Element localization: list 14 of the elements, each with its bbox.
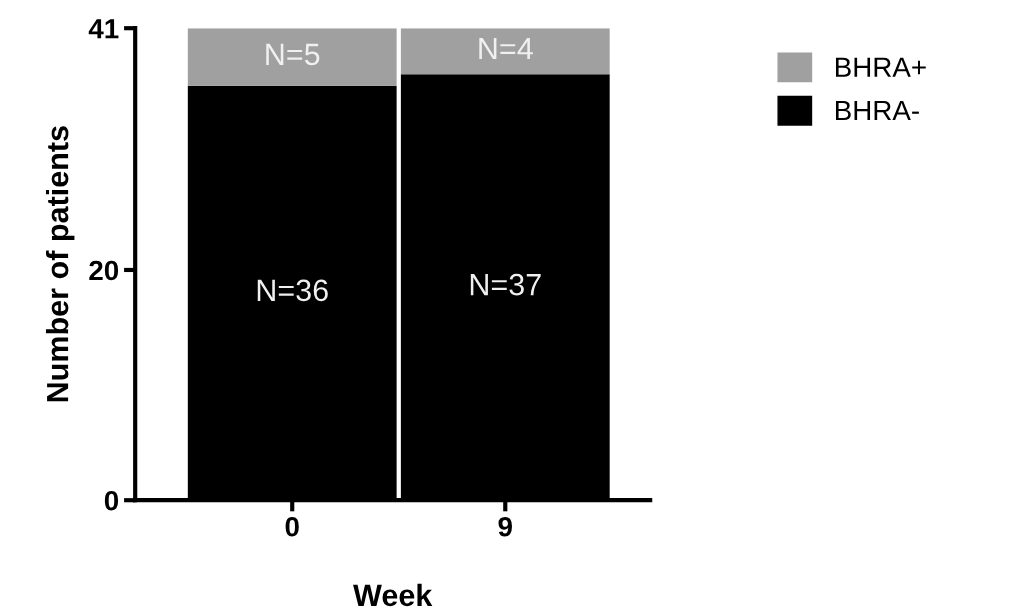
bar	[400, 28, 610, 75]
y-tick-label: 20	[89, 260, 119, 281]
y-tick-label: 41	[88, 19, 119, 39]
data-label: N=36	[257, 279, 328, 302]
data-label: N=4	[479, 38, 533, 60]
data-label: N=37	[470, 273, 541, 296]
data-label: N=5	[266, 43, 320, 66]
x-tick-label: 9	[498, 516, 512, 537]
legend-label: BHRA+	[835, 57, 926, 77]
y-tick-label: 0	[104, 490, 119, 511]
y-axis-title: Number of patients	[45, 126, 75, 402]
legend-label: BHRA-	[835, 100, 919, 121]
bar	[187, 28, 397, 86]
x-axis-title: Week	[353, 583, 433, 607]
